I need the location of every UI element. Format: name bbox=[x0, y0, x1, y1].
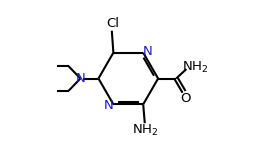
Text: Cl: Cl bbox=[106, 17, 119, 30]
Text: NH$_2$: NH$_2$ bbox=[182, 60, 208, 75]
Text: N: N bbox=[143, 45, 152, 58]
Text: N: N bbox=[76, 72, 85, 85]
Text: N: N bbox=[104, 99, 114, 112]
Text: O: O bbox=[181, 92, 191, 105]
Text: NH$_2$: NH$_2$ bbox=[132, 123, 159, 138]
